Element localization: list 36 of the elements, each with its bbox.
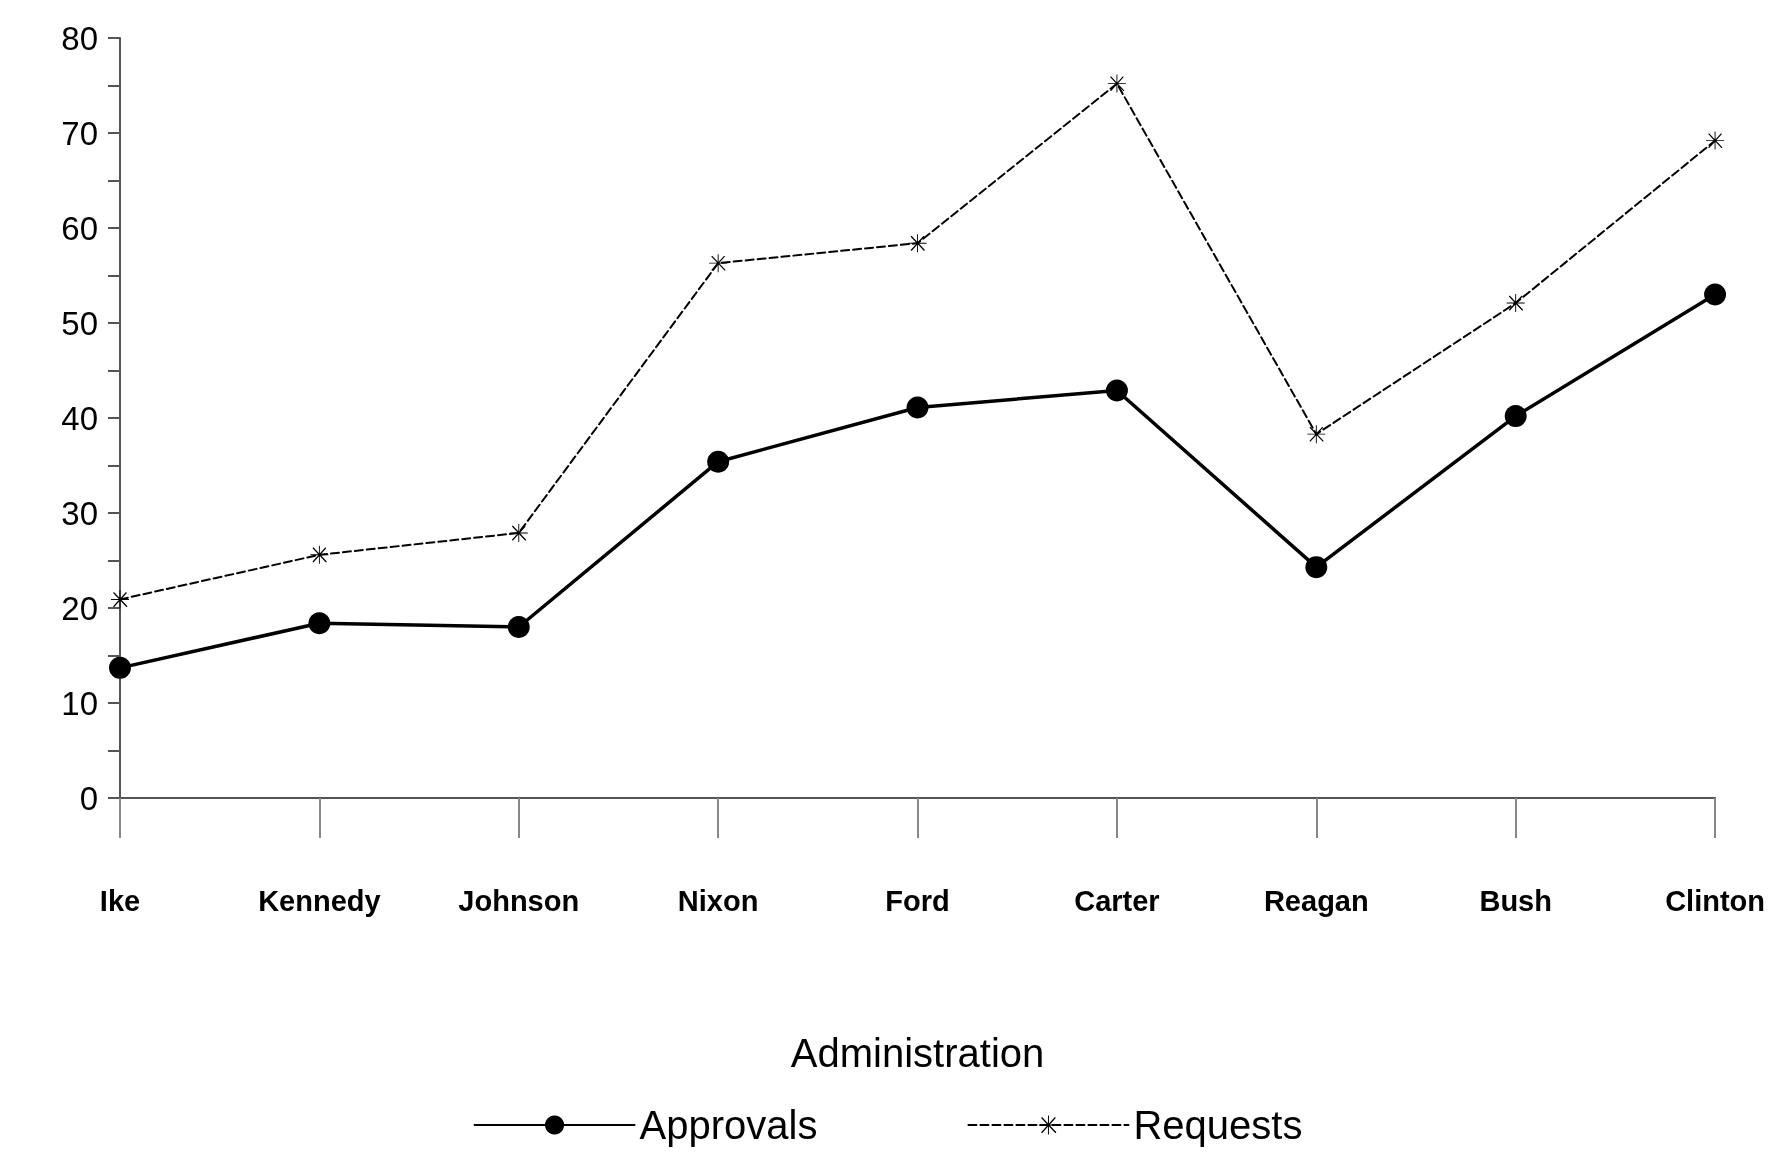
point — [1706, 131, 1725, 150]
x-tick-label: Ike — [99, 884, 141, 917]
legend-label: Approvals — [639, 1103, 818, 1147]
x-tick-label: Ford — [885, 884, 950, 917]
x-tick-label: Bush — [1479, 884, 1552, 917]
x-axis-title: Administration — [790, 1031, 1045, 1075]
legend-label: Requests — [1133, 1103, 1303, 1147]
point — [1305, 556, 1328, 579]
x-tick-label: Johnson — [458, 884, 580, 917]
point — [908, 234, 927, 253]
y-tick-label: 60 — [61, 209, 98, 247]
point — [1105, 379, 1128, 402]
point — [109, 656, 131, 679]
x-tick-label: Reagan — [1263, 884, 1369, 917]
point — [308, 612, 331, 635]
point — [1704, 283, 1727, 306]
point — [310, 545, 329, 564]
y-tick-label: 0 — [79, 779, 98, 817]
y-tick-label: 50 — [61, 304, 98, 342]
y-tick-label: 40 — [61, 399, 98, 437]
y-tick-label: 30 — [61, 494, 98, 532]
point — [507, 616, 530, 638]
point — [1307, 425, 1326, 444]
point — [1107, 74, 1126, 93]
x-tick-label: Clinton — [1665, 884, 1765, 917]
point — [707, 450, 730, 473]
point — [906, 396, 929, 419]
x-tick-label: Carter — [1074, 884, 1160, 917]
y-tick-label: 70 — [61, 114, 98, 152]
y-tick-label: 80 — [61, 19, 98, 57]
y-tick-label: 20 — [61, 589, 98, 627]
x-tick-label: Nixon — [677, 884, 759, 917]
y-tick-label: 10 — [61, 684, 98, 722]
point — [709, 254, 728, 273]
point — [1504, 405, 1527, 428]
x-tick-label: Kennedy — [258, 884, 381, 917]
